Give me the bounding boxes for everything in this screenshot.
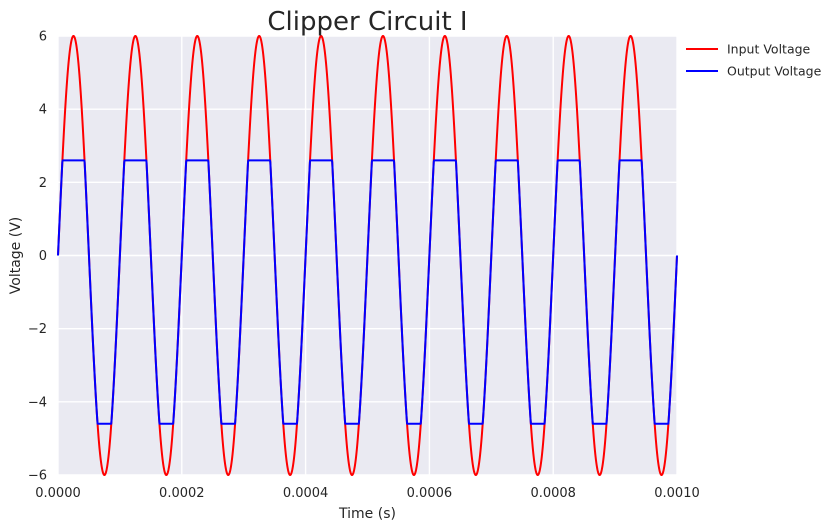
x-tick-label: 0.0010: [654, 486, 700, 501]
y-tick-label: −2: [28, 322, 47, 337]
x-tick-label: 0.0004: [283, 486, 329, 501]
y-tick-label: 4: [39, 103, 47, 118]
y-tick-label: 2: [39, 176, 47, 191]
series-lines: [57, 35, 678, 476]
legend-label-output-voltage: Output Voltage: [727, 64, 822, 79]
x-tick-label: 0.0002: [159, 486, 205, 501]
y-tick-label: 0: [39, 249, 47, 264]
legend-label-input-voltage: Input Voltage: [727, 42, 811, 57]
y-tick-label: −4: [28, 395, 47, 410]
x-tick-labels: 0.0000 0.0002 0.0004 0.0006 0.0008 0.0010: [35, 486, 700, 501]
x-axis-label: Time (s): [338, 506, 396, 522]
x-tick-label: 0.0000: [35, 486, 81, 501]
series-line-output-voltage: [57, 159, 678, 425]
y-tick-labels: −6 −4 −2 0 2 4 6: [28, 30, 47, 484]
y-tick-label: 6: [39, 30, 47, 45]
x-tick-label: 0.0006: [407, 486, 453, 501]
chart-title: Clipper Circuit I: [267, 7, 467, 37]
legend: Input Voltage Output Voltage: [686, 42, 822, 79]
y-axis-label: Voltage (V): [8, 217, 24, 294]
x-tick-label: 0.0008: [530, 486, 576, 501]
y-tick-label: −6: [28, 469, 47, 484]
